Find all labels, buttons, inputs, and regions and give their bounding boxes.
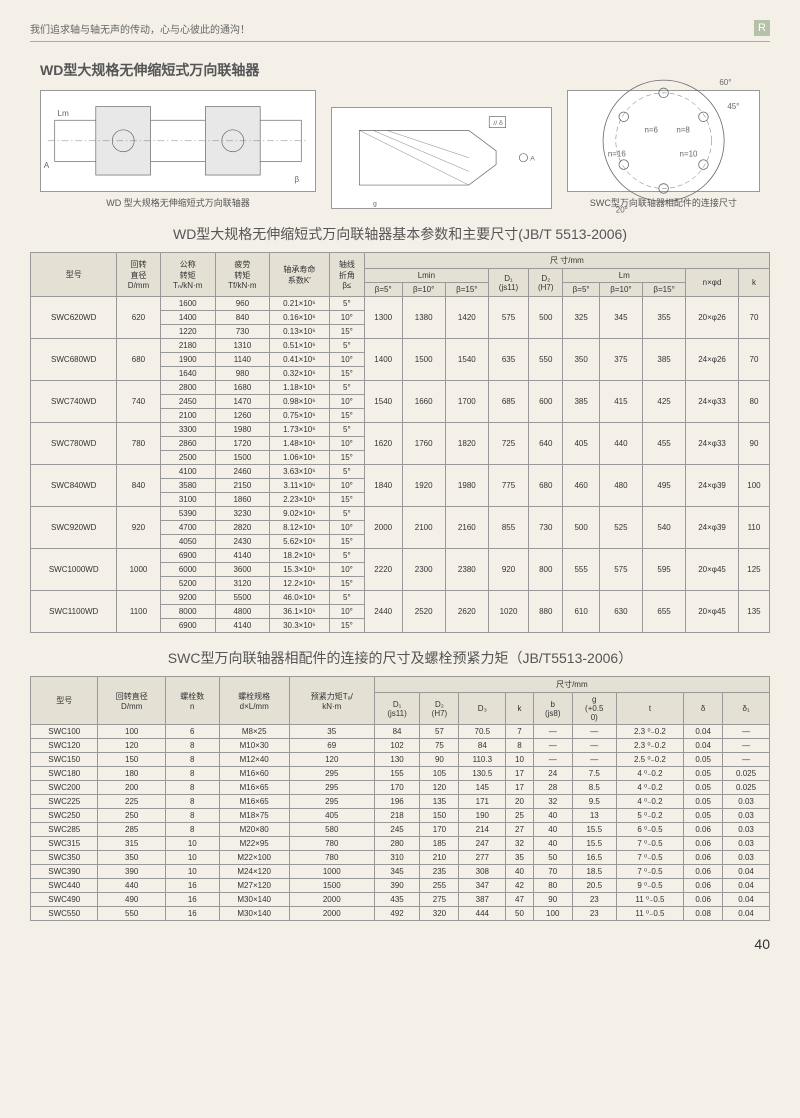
svg-text:n=8: n=8 <box>676 126 690 135</box>
svg-text:60°: 60° <box>719 78 731 87</box>
table-row: SWC55055016M30×1402000492320444501002311… <box>31 907 770 921</box>
table-1: 型号 回转直径D/mm 公称转矩Tₙ/kN·m 疲劳转矩Tf/kN·m 轴承寿命… <box>30 252 770 633</box>
svg-text:g: g <box>373 201 377 208</box>
table-row: SWC1801808M16×60295155105130.517247.54 ⁰… <box>31 767 770 781</box>
svg-text:β: β <box>294 175 299 184</box>
table-row: SWC1100WD11009200550046.0×10⁶5°244025202… <box>31 591 770 605</box>
diagram-1-caption: WD 型大规格无伸缩短式万向联轴器 <box>40 196 316 209</box>
company-logo: R <box>754 20 770 36</box>
table-row: SWC740WD740280016801.18×10⁶5°15401660170… <box>31 381 770 395</box>
diagram-3: 60° 45° n=6 n=8 n=16 n=10 20° SWC型万向联轴器相… <box>567 90 760 209</box>
th-type: 型号 <box>31 253 117 297</box>
header-tagline: 我们追求轴与轴无声的传动，心与心彼此的通沟！ R <box>30 20 770 42</box>
svg-text:n=10: n=10 <box>679 150 697 159</box>
table-row: SWC1501508M12×4012013090110.310——2.5 ⁰₋0… <box>31 753 770 767</box>
table-row: SWC39039010M24×1201000345235308407018.57… <box>31 865 770 879</box>
table-row: SWC840WD840410024603.63×10⁶5°18401920198… <box>31 465 770 479</box>
table-row: SWC1000WD10006900414018.2×10⁶5°222023002… <box>31 549 770 563</box>
table-row: SWC49049016M30×140200043527538747902311 … <box>31 893 770 907</box>
flange-section-icon: // δ A g <box>332 103 551 212</box>
diagram-row: Lm A β WD 型大规格无伸缩短式万向联轴器 // δ A g 60° 45… <box>40 90 760 209</box>
diagram-1: Lm A β WD 型大规格无伸缩短式万向联轴器 <box>40 90 316 209</box>
table-row: SWC2252258M16×6529519613517120329.54 ⁰₋0… <box>31 795 770 809</box>
svg-text:45°: 45° <box>727 102 739 111</box>
svg-text:A: A <box>44 161 50 170</box>
table-row: SWC680WD680218013100.51×10⁶5°14001500154… <box>31 339 770 353</box>
table-row: SWC44044016M27×1201500390255347428020.59… <box>31 879 770 893</box>
svg-text:Lm: Lm <box>57 109 69 118</box>
tagline-text: 我们追求轴与轴无声的传动，心与心彼此的通沟！ <box>30 21 250 36</box>
table-row: SWC1001006M8×2535845770.57——2.3 ⁰₋0.20.0… <box>31 725 770 739</box>
table-row: SWC2002008M16×6529517012014517288.54 ⁰₋0… <box>31 781 770 795</box>
table-2: 型号 回转直径D/mm 螺栓数n 螺栓规格d×L/mm 预紧力矩Tₐ/kN·m … <box>30 676 770 921</box>
table-row: SWC780WD780330019801.73×10⁶5°16201760182… <box>31 423 770 437</box>
page-number: 40 <box>30 936 770 952</box>
table-row: SWC620WD62016009600.21×10⁶5°130013801420… <box>31 297 770 311</box>
table-row: SWC1201208M10×306910275848——2.3 ⁰₋0.20.0… <box>31 739 770 753</box>
coupling-drawing-icon: Lm A β <box>41 86 315 196</box>
table-row: SWC35035010M22×100780310210277355016.57 … <box>31 851 770 865</box>
table-row: SWC920WD920539032309.02×10⁶5°20002100216… <box>31 507 770 521</box>
bolt-circle-icon: 60° 45° n=6 n=8 n=16 n=10 20° <box>568 61 759 220</box>
table2-title: SWC型万向联轴器相配件的连接的尺寸及螺栓预紧力矩（JB/T5513-2006） <box>30 648 770 668</box>
diagram-2: // δ A g <box>331 107 552 209</box>
svg-text:// δ: // δ <box>493 120 503 127</box>
svg-text:n=6: n=6 <box>644 126 658 135</box>
svg-text:20°: 20° <box>616 206 628 215</box>
table1-title: WD型大规格无伸缩短式万向联轴器基本参数和主要尺寸(JB/T 5513-2006… <box>30 224 770 244</box>
table-row: SWC2502508M18×754052181501902540135 ⁰₋0.… <box>31 809 770 823</box>
svg-text:A: A <box>530 156 535 163</box>
svg-text:n=16: n=16 <box>608 150 626 159</box>
table-row: SWC31531510M22×95780280185247324015.57 ⁰… <box>31 837 770 851</box>
table-row: SWC2852858M20×80580245170214274015.56 ⁰₋… <box>31 823 770 837</box>
